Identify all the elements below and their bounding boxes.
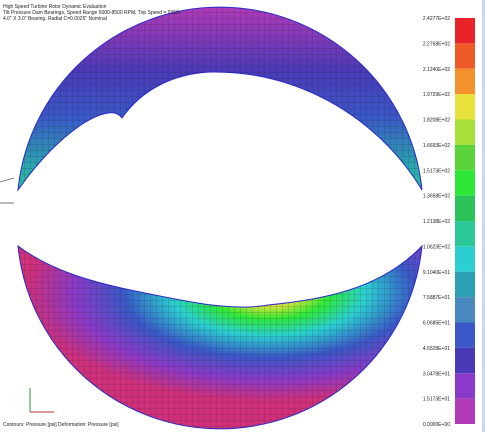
upper-bearing-pad — [17, 6, 423, 192]
leader-line — [0, 177, 15, 183]
legend-label: 2.2768E+02 — [423, 41, 450, 47]
legend-label: 1.5173E+01 — [423, 397, 450, 403]
legend-swatch — [455, 297, 475, 323]
legend-label: 1.0623E+02 — [423, 244, 450, 250]
legend-swatch — [455, 119, 475, 145]
legend-label: 2.1240E+02 — [423, 67, 450, 73]
legend-label: 1.8208E+02 — [423, 118, 450, 124]
legend-label: 9.1040E+01 — [423, 270, 450, 276]
legend-label: 3.0478E+01 — [423, 371, 450, 377]
footer-text: Contours: Pressure [psi] Deformation: Pr… — [3, 422, 119, 428]
axis-triad — [29, 388, 54, 413]
legend-swatch — [455, 246, 475, 272]
legend-swatch — [455, 398, 475, 424]
legend-swatch — [455, 221, 475, 247]
legend-swatch — [455, 322, 475, 348]
legend-swatch — [455, 195, 475, 221]
legend-label: 2.4277E+02 — [423, 16, 450, 22]
legend-label: 4.5528E+01 — [423, 346, 450, 352]
legend-swatch — [455, 170, 475, 196]
legend-swatch — [455, 144, 475, 171]
legend-label: 1.6693E+02 — [423, 143, 450, 149]
legend-label: 1.5173E+02 — [423, 168, 450, 174]
legend-label: 1.2138E+02 — [423, 219, 450, 225]
legend-swatch — [455, 43, 475, 69]
legend-swatch — [455, 373, 475, 399]
header-line: 4.0" X 3.0" Bearing, Radial C=0.0025" No… — [3, 16, 107, 22]
legend-swatch — [455, 271, 475, 298]
legend-swatch — [455, 347, 475, 374]
legend-label: 1.9729E+02 — [423, 92, 450, 98]
header-line: High Speed Turbine Rotor Dynamic Evaluat… — [3, 4, 107, 10]
legend-label: 0.0000E+00 — [423, 422, 450, 428]
legend-label: 6.0685E+01 — [423, 321, 450, 327]
header-line: Tilt Pressure Dam Bearings, Speed Range … — [3, 10, 179, 16]
legend-swatch — [455, 68, 475, 95]
legend: 2.4277E+02 2.2768E+02 2.1240E+02 1.9729E+02… — [423, 16, 475, 428]
legend-label: 7.5887E+01 — [423, 295, 450, 301]
lower-bearing-pad — [17, 244, 423, 430]
legend-swatch — [455, 18, 475, 44]
legend-label: 1.3658E+02 — [423, 194, 450, 200]
legend-swatch — [455, 94, 475, 120]
